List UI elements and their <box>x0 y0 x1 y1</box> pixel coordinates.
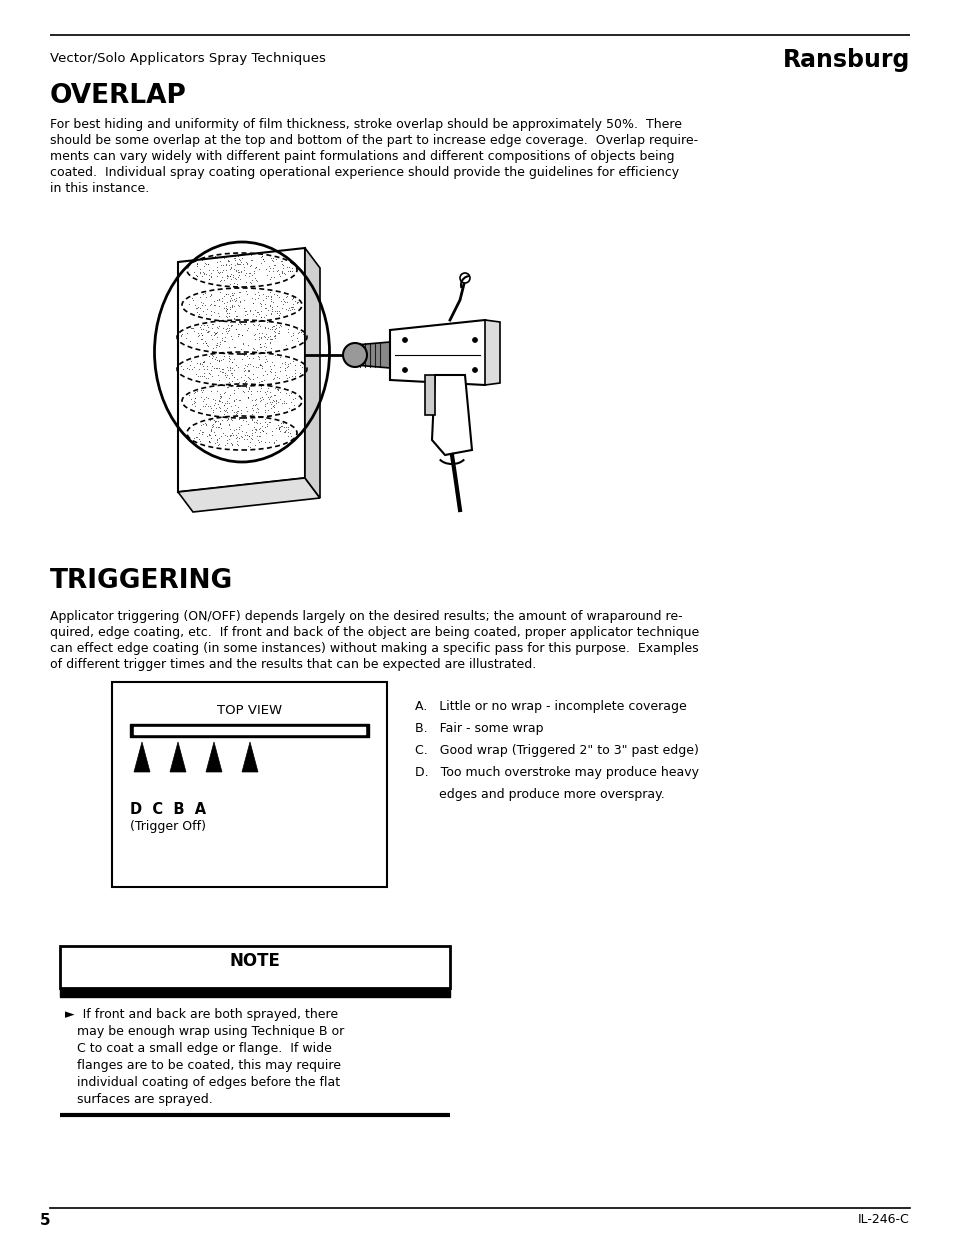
Circle shape <box>402 337 407 342</box>
Polygon shape <box>170 742 186 772</box>
Text: D.   Too much overstroke may produce heavy: D. Too much overstroke may produce heavy <box>415 766 699 779</box>
Circle shape <box>459 273 470 283</box>
Text: TOP VIEW: TOP VIEW <box>216 704 282 718</box>
Text: IL-246-C: IL-246-C <box>858 1213 909 1226</box>
Text: should be some overlap at the top and bottom of the part to increase edge covera: should be some overlap at the top and bo… <box>50 135 698 147</box>
Polygon shape <box>178 478 319 513</box>
Text: of different trigger times and the results that can be expected are illustrated.: of different trigger times and the resul… <box>50 658 536 671</box>
Polygon shape <box>355 342 390 368</box>
Text: Ransburg: Ransburg <box>781 48 909 72</box>
Text: can effect edge coating (in some instances) without making a specific pass for t: can effect edge coating (in some instanc… <box>50 642 698 655</box>
Text: ments can vary widely with different paint formulations and different compositio: ments can vary widely with different pai… <box>50 149 674 163</box>
Text: C to coat a small edge or flange.  If wide: C to coat a small edge or flange. If wid… <box>65 1042 332 1055</box>
Text: Applicator triggering (ON/OFF) depends largely on the desired results; the amoun: Applicator triggering (ON/OFF) depends l… <box>50 610 682 622</box>
Text: flanges are to be coated, this may require: flanges are to be coated, this may requi… <box>65 1058 340 1072</box>
Text: For best hiding and uniformity of film thickness, stroke overlap should be appro: For best hiding and uniformity of film t… <box>50 119 681 131</box>
Text: A.   Little or no wrap - incomplete coverage: A. Little or no wrap - incomplete covera… <box>415 700 686 713</box>
Text: ►  If front and back are both sprayed, there: ► If front and back are both sprayed, th… <box>65 1008 337 1021</box>
Text: (Trigger Off): (Trigger Off) <box>130 820 206 832</box>
Text: NOTE: NOTE <box>230 952 280 969</box>
Polygon shape <box>206 742 222 772</box>
Circle shape <box>343 343 367 367</box>
Text: surfaces are sprayed.: surfaces are sprayed. <box>65 1093 213 1107</box>
Text: D  C  B  A: D C B A <box>130 802 206 818</box>
Bar <box>60 946 450 988</box>
Polygon shape <box>178 248 305 492</box>
Text: edges and produce more overspray.: edges and produce more overspray. <box>415 788 664 802</box>
Bar <box>112 682 387 887</box>
Polygon shape <box>432 375 472 454</box>
Polygon shape <box>242 742 257 772</box>
Circle shape <box>472 337 477 342</box>
Polygon shape <box>305 248 319 498</box>
Circle shape <box>472 368 477 373</box>
Text: individual coating of edges before the flat: individual coating of edges before the f… <box>65 1076 340 1089</box>
Text: C.   Good wrap (Triggered 2" to 3" past edge): C. Good wrap (Triggered 2" to 3" past ed… <box>415 743 699 757</box>
Polygon shape <box>424 375 435 415</box>
Polygon shape <box>133 742 150 772</box>
Text: in this instance.: in this instance. <box>50 182 149 195</box>
Text: may be enough wrap using Technique B or: may be enough wrap using Technique B or <box>65 1025 344 1037</box>
Text: quired, edge coating, etc.  If front and back of the object are being coated, pr: quired, edge coating, etc. If front and … <box>50 626 699 638</box>
Polygon shape <box>484 320 499 385</box>
Circle shape <box>402 368 407 373</box>
Text: TRIGGERING: TRIGGERING <box>50 568 233 594</box>
Text: 5: 5 <box>40 1213 51 1228</box>
Text: Vector/Solo Applicators Spray Techniques: Vector/Solo Applicators Spray Techniques <box>50 52 326 65</box>
Text: B.   Fair - some wrap: B. Fair - some wrap <box>415 722 543 735</box>
Text: coated.  Individual spray coating operational experience should provide the guid: coated. Individual spray coating operati… <box>50 165 679 179</box>
Polygon shape <box>390 320 495 385</box>
Text: OVERLAP: OVERLAP <box>50 83 187 109</box>
